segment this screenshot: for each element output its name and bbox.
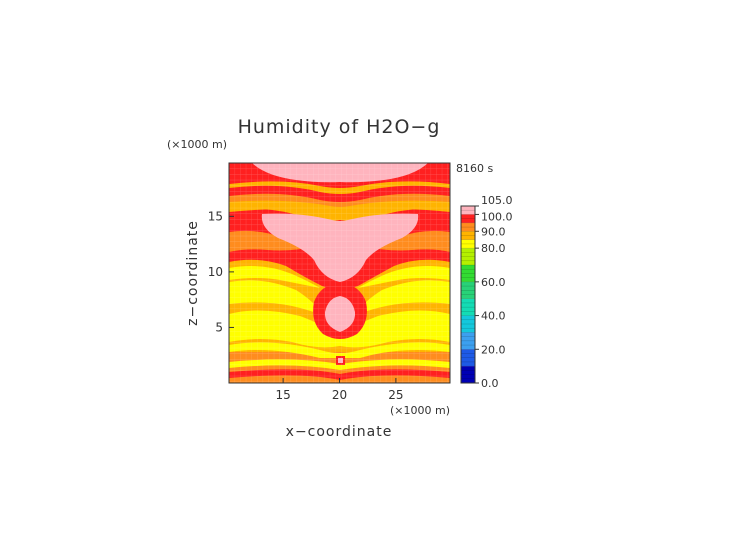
colorbar-tick-label: 20.0	[481, 343, 506, 356]
colorbar-band	[461, 332, 475, 350]
colorbar-tick-label: 60.0	[481, 276, 506, 289]
time-label: 8160 s	[456, 162, 493, 175]
colorbar-tick-label: 0.0	[481, 377, 499, 390]
z-tick-label: 15	[208, 209, 223, 223]
chart-title: Humidity of H2O−g	[238, 116, 441, 138]
colorbar-tick-label: 90.0	[481, 225, 506, 238]
contour-field	[229, 163, 450, 383]
x-unit-label: (×1000 m)	[390, 404, 450, 417]
colorbar-band	[461, 366, 475, 383]
x-tick-label: 25	[388, 388, 403, 402]
colorbar-band	[461, 239, 475, 249]
x-axis-label: x−coordinate	[286, 424, 393, 440]
colorbar-band	[461, 222, 475, 232]
colorbar-tick-label: 100.0	[481, 210, 513, 223]
colorbar-band	[461, 214, 475, 223]
colorbar-tick-label: 80.0	[481, 242, 506, 255]
colorbar-band	[461, 298, 475, 316]
colorbar-band	[461, 281, 475, 299]
colorbar: 0.0 20.0 40.0 60.0 80.0 90.0 100.0 105.0	[460, 194, 513, 390]
colorbar-band	[461, 265, 475, 282]
z-axis: 5 10 15	[208, 209, 234, 334]
z-unit-label: (×1000 m)	[167, 138, 227, 151]
z-tick-label: 5	[215, 320, 223, 334]
x-tick-label: 15	[275, 388, 290, 402]
colorbar-tick-label: 105.0	[481, 194, 513, 207]
colorbar-frame	[460, 205, 476, 384]
x-axis: 15 20 25	[275, 378, 404, 402]
colorbar-tick-label: 40.0	[481, 310, 506, 323]
x-tick-label: 20	[332, 388, 347, 402]
colorbar-band	[461, 248, 475, 265]
colorbar-band	[461, 349, 475, 367]
z-axis-label: z−coordinate	[185, 220, 201, 326]
colorbar-band	[461, 231, 475, 240]
z-tick-label: 10	[208, 265, 223, 279]
colorbar-band	[461, 315, 475, 333]
colorbar-band	[461, 206, 475, 215]
